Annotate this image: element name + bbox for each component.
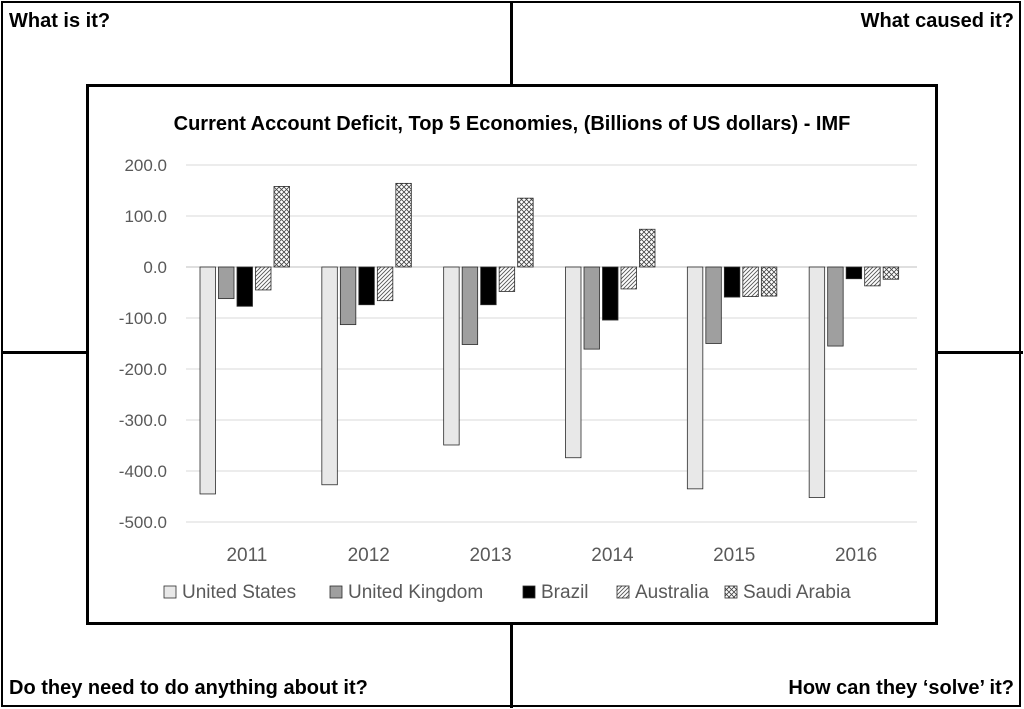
- bar-australia-2015: [742, 266, 759, 297]
- legend-item-united-states: United States: [163, 582, 296, 603]
- bar-brazil-2016: [845, 266, 863, 280]
- x-tick-label: 2011: [226, 545, 267, 566]
- bar-brazil-2014: [602, 266, 619, 321]
- x-tick-label: 2015: [713, 545, 755, 566]
- bar-united-kingdom-2011: [218, 266, 235, 300]
- legend-swatch: [163, 585, 177, 599]
- legend-item-saudi-arabia: Saudi Arabia: [724, 582, 851, 603]
- x-tick-label: 2016: [835, 545, 877, 566]
- y-tick-label: -200.0: [119, 360, 167, 379]
- legend-swatch: [329, 585, 343, 599]
- legend-label: United Kingdom: [348, 582, 483, 603]
- y-tick-label: 0.0: [143, 258, 167, 277]
- bar-australia-2013: [498, 266, 516, 292]
- x-tick-label: 2014: [591, 545, 634, 566]
- bar-united-states-2015: [686, 266, 704, 490]
- bar-united-states-2011: [199, 266, 216, 495]
- bar-australia-2012: [376, 266, 394, 302]
- bar-brazil-2011: [236, 266, 253, 307]
- divider-right-horizontal: [937, 351, 1023, 354]
- bar-united-kingdom-2013: [461, 266, 479, 345]
- bar-saudi-arabia-2015: [760, 266, 778, 297]
- bar-saudi-arabia-2016: [882, 266, 900, 280]
- bar-australia-2016: [864, 266, 881, 287]
- divider-top-vertical: [510, 1, 513, 85]
- bar-united-states-2016: [808, 266, 826, 498]
- legend-label: Brazil: [541, 582, 589, 603]
- legend-item-australia: Australia: [616, 582, 709, 603]
- legend-label: Australia: [635, 582, 709, 603]
- bar-australia-2014: [620, 266, 637, 290]
- bar-saudi-arabia-2012: [395, 182, 412, 268]
- y-tick-label: -400.0: [119, 462, 167, 481]
- chart-container: Current Account Deficit, Top 5 Economies…: [86, 84, 938, 625]
- bar-united-kingdom-2012: [339, 266, 357, 326]
- prompt-need-to-do-anything: Do they need to do anything about it?: [9, 677, 368, 699]
- prompt-how-to-solve: How can they ‘solve’ it?: [788, 677, 1014, 699]
- y-tick-label: -500.0: [119, 513, 167, 532]
- bar-saudi-arabia-2011: [273, 186, 290, 268]
- x-tick-label: 2013: [469, 545, 511, 566]
- y-tick-label: -100.0: [119, 309, 167, 328]
- bar-brazil-2015: [723, 266, 741, 298]
- prompt-what-is-it: What is it?: [9, 10, 111, 32]
- divider-left-horizontal: [1, 351, 87, 354]
- bar-united-kingdom-2015: [705, 266, 722, 344]
- legend-item-united-kingdom: United Kingdom: [329, 582, 483, 603]
- prompt-what-caused-it: What caused it?: [860, 10, 1014, 32]
- bar-united-kingdom-2016: [827, 266, 844, 347]
- bar-united-states-2012: [321, 266, 338, 486]
- legend-swatch: [724, 585, 738, 599]
- bar-united-states-2013: [443, 266, 460, 446]
- bar-united-states-2014: [565, 266, 582, 459]
- legend-label: Saudi Arabia: [743, 582, 851, 603]
- legend-label: United States: [182, 582, 296, 603]
- legend-swatch: [616, 585, 630, 599]
- bar-brazil-2013: [480, 266, 497, 306]
- bar-australia-2011: [255, 266, 272, 291]
- legend-swatch: [522, 585, 536, 599]
- divider-bottom-vertical: [510, 624, 513, 708]
- y-tick-label: -300.0: [119, 411, 167, 430]
- y-tick-label: 100.0: [124, 207, 167, 226]
- legend-item-brazil: Brazil: [522, 582, 589, 603]
- y-tick-label: 200.0: [124, 156, 167, 175]
- bar-united-kingdom-2014: [583, 266, 600, 350]
- bar-brazil-2012: [358, 266, 375, 306]
- chart-title: Current Account Deficit, Top 5 Economies…: [174, 113, 851, 135]
- bar-saudi-arabia-2014: [639, 228, 656, 268]
- x-tick-label: 2012: [348, 545, 390, 566]
- bar-saudi-arabia-2013: [517, 197, 534, 268]
- bar-chart: Current Account Deficit, Top 5 Economies…: [119, 113, 917, 603]
